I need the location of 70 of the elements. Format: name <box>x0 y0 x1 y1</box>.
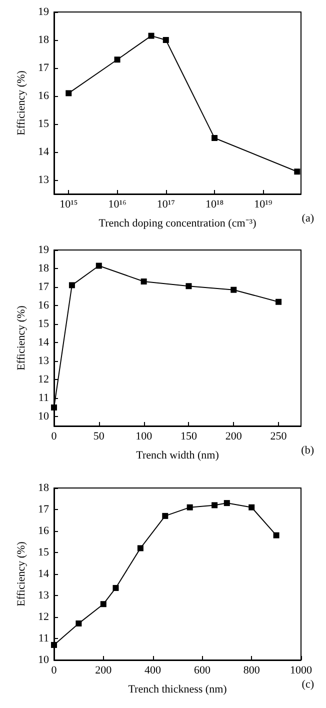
y-tick-label: 19 <box>38 6 50 18</box>
x-tick-label: 1000 <box>290 664 312 676</box>
y-tick-label: 14 <box>38 146 50 158</box>
point <box>186 504 193 510</box>
y-tick-label: 15 <box>38 118 50 130</box>
point <box>51 642 57 648</box>
x-tick-label: 400 <box>144 664 162 676</box>
x-tick-label: 10¹⁵ <box>60 198 78 210</box>
x-tick-label: 600 <box>194 664 211 676</box>
y-tick-label: 14 <box>38 568 50 580</box>
x-axis-title: Trench doping concentration (cm⁻³) <box>98 218 257 230</box>
point <box>230 286 237 293</box>
point <box>248 504 255 510</box>
point <box>276 298 282 305</box>
y-tick-label: 15 <box>38 546 50 558</box>
point <box>96 262 102 269</box>
y-tick-label: 16 <box>38 525 50 537</box>
text: (b) <box>301 444 314 456</box>
y-tick-label: 18 <box>38 482 50 494</box>
x-tick-label: 0 <box>51 664 58 676</box>
y-tick-label: 13 <box>38 174 50 186</box>
point <box>137 545 144 552</box>
y-tick-label: 16 <box>38 300 50 312</box>
x-tick-label: 10¹⁸ <box>205 198 224 210</box>
x-tick-label: 10¹⁶ <box>108 198 126 210</box>
y-tick-label: 11 <box>38 632 49 644</box>
y-tick-label: 17 <box>38 62 50 74</box>
x-tick-label: 50 <box>93 430 105 442</box>
x-tick-label: 0 <box>51 430 58 442</box>
y-axis-title: Efficiency (%) <box>16 70 28 136</box>
x-tick-label: 10¹⁷ <box>156 198 176 210</box>
y-tick-label: 18 <box>38 262 50 275</box>
point <box>140 278 147 284</box>
y-tick-label: 17 <box>38 504 50 516</box>
point <box>76 620 82 626</box>
text: (c) <box>302 678 314 690</box>
y-tick-label: 16 <box>38 90 50 102</box>
point <box>162 512 168 519</box>
point <box>51 404 57 410</box>
y-tick-label: 12 <box>38 611 49 623</box>
x-tick-label: 10¹⁹ <box>254 198 272 210</box>
x-tick-label: 100 <box>136 430 153 442</box>
point <box>224 500 230 506</box>
point <box>112 584 119 591</box>
x-axis-title: Trench thickness (nm) <box>128 684 228 696</box>
y-tick-label: 11 <box>38 392 49 404</box>
x-tick-label: 150 <box>180 430 198 442</box>
y-tick-label: 13 <box>38 355 50 368</box>
point <box>273 532 280 538</box>
point <box>68 282 75 288</box>
y-tick-label: 19 <box>38 244 50 256</box>
text: (a) <box>302 212 314 224</box>
y-tick-label: 10 <box>38 410 50 423</box>
x-tick-label: 800 <box>243 664 260 676</box>
point <box>212 502 218 508</box>
y-tick-label: 13 <box>38 590 50 602</box>
y-tick-label: 12 <box>38 374 49 386</box>
y-axis-title: Efficiency (%) <box>16 305 28 370</box>
y-tick-label: 18 <box>38 34 50 46</box>
x-tick-label: 200 <box>225 430 242 442</box>
point <box>100 601 106 608</box>
y-tick-label: 15 <box>38 318 50 330</box>
x-tick-label: 200 <box>95 664 112 676</box>
y-tick-label: 17 <box>38 281 50 294</box>
y-tick-label: 14 <box>38 336 50 349</box>
x-tick-label: 250 <box>270 430 288 442</box>
point <box>186 283 192 290</box>
x-axis-title: Trench width (nm) <box>136 450 220 462</box>
y-tick-label: 10 <box>38 654 50 666</box>
y-axis-title: Efficiency (%) <box>16 541 28 606</box>
